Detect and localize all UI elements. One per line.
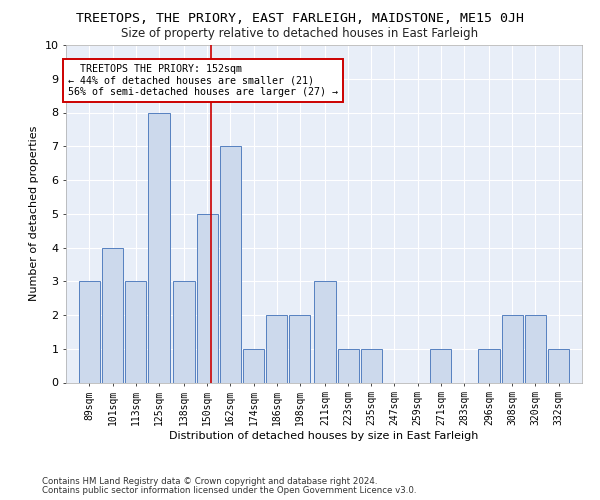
Bar [243, 349, 264, 382]
Bar [338, 349, 359, 382]
Bar [525, 315, 546, 382]
Bar [548, 349, 569, 382]
Bar [148, 112, 170, 382]
Text: TREETOPS THE PRIORY: 152sqm
← 44% of detached houses are smaller (21)
56% of sem: TREETOPS THE PRIORY: 152sqm ← 44% of det… [68, 64, 338, 98]
Bar [502, 315, 523, 382]
Bar [125, 281, 146, 382]
Bar [79, 281, 100, 382]
Bar [102, 248, 123, 382]
Bar [430, 349, 451, 382]
Bar [289, 315, 310, 382]
Text: Size of property relative to detached houses in East Farleigh: Size of property relative to detached ho… [121, 28, 479, 40]
X-axis label: Distribution of detached houses by size in East Farleigh: Distribution of detached houses by size … [169, 431, 479, 441]
Y-axis label: Number of detached properties: Number of detached properties [29, 126, 39, 302]
Bar [478, 349, 500, 382]
Text: Contains public sector information licensed under the Open Government Licence v3: Contains public sector information licen… [42, 486, 416, 495]
Bar [266, 315, 287, 382]
Text: Contains HM Land Registry data © Crown copyright and database right 2024.: Contains HM Land Registry data © Crown c… [42, 477, 377, 486]
Text: TREETOPS, THE PRIORY, EAST FARLEIGH, MAIDSTONE, ME15 0JH: TREETOPS, THE PRIORY, EAST FARLEIGH, MAI… [76, 12, 524, 25]
Bar [173, 281, 194, 382]
Bar [220, 146, 241, 382]
Bar [197, 214, 218, 382]
Bar [314, 281, 335, 382]
Bar [361, 349, 382, 382]
